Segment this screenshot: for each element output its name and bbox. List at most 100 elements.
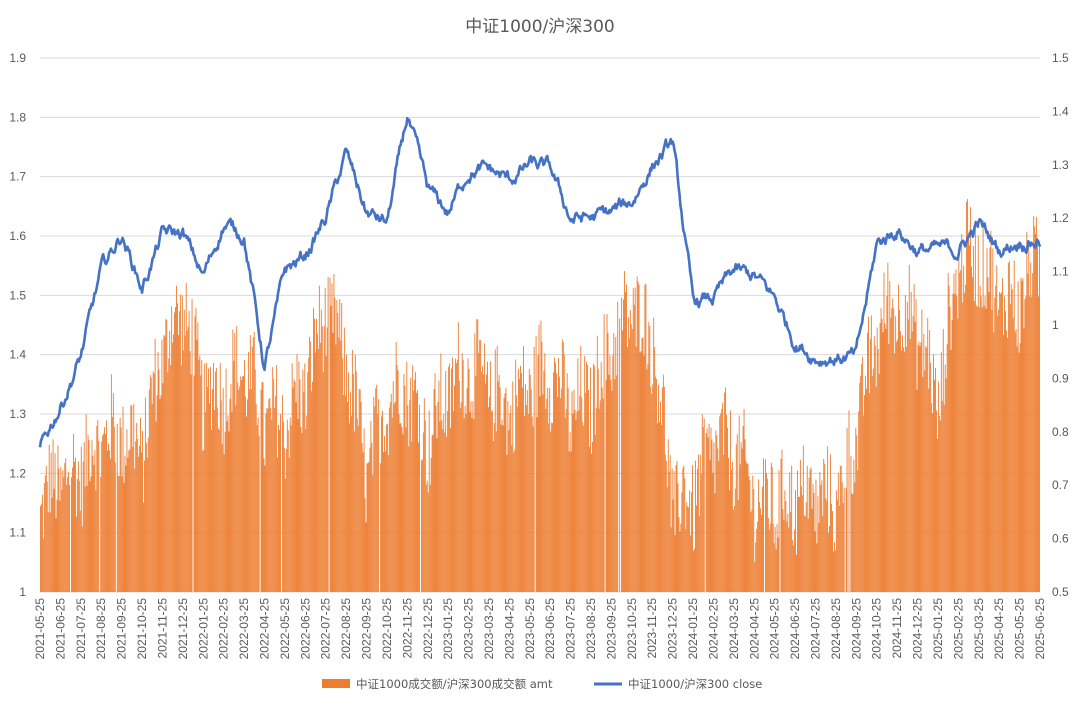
amt-bar	[438, 380, 440, 592]
amt-bar	[804, 516, 806, 592]
amt-bar	[602, 398, 604, 592]
amt-bar	[737, 500, 739, 592]
amt-bar	[201, 360, 203, 592]
amt-bar	[71, 477, 72, 592]
amt-bar	[78, 480, 80, 592]
x-tick-label: 2023-09-25	[604, 598, 618, 660]
x-tick-label: 2025-04-25	[992, 598, 1006, 660]
amt-bar	[501, 419, 503, 592]
amt-bar	[250, 388, 252, 592]
amt-bar	[56, 499, 58, 592]
amt-bar	[744, 439, 746, 592]
amt-bar	[924, 370, 926, 592]
amt-bar	[658, 384, 659, 592]
amt-bar	[466, 388, 468, 592]
amt-bar	[932, 413, 934, 592]
amt-bar	[113, 426, 115, 592]
amt-bar	[845, 487, 847, 592]
amt-bar	[625, 292, 626, 592]
amt-bar	[458, 380, 460, 592]
amt-bar	[616, 375, 618, 592]
amt-bar	[866, 388, 867, 592]
amt-bar	[91, 440, 93, 592]
amt-bar	[758, 479, 760, 592]
amt-bar	[247, 351, 249, 592]
amt-bar	[971, 266, 972, 592]
amt-bar	[476, 319, 478, 592]
amt-bar	[72, 467, 73, 592]
amt-bar	[326, 327, 328, 592]
amt-bar	[477, 319, 479, 592]
amt-bar	[564, 417, 566, 592]
amt-bar	[486, 374, 487, 592]
amt-bar	[77, 461, 79, 592]
amt-bar	[540, 320, 542, 592]
amt-bar	[277, 457, 279, 592]
amt-bar	[749, 480, 751, 592]
amt-bar	[84, 486, 86, 592]
amt-bar	[248, 389, 250, 592]
amt-bar	[236, 326, 238, 592]
amt-bar	[49, 512, 51, 592]
amt-bar	[850, 456, 852, 592]
amt-bar	[414, 379, 416, 592]
x-tick-label: 2024-09-25	[849, 598, 863, 660]
amt-bar	[245, 396, 246, 592]
amt-bar	[910, 291, 912, 592]
amt-bar	[161, 339, 163, 592]
amt-bar	[815, 479, 817, 592]
amt-bar	[885, 328, 887, 592]
amt-bar	[172, 342, 174, 592]
right-tick-label: 1	[1052, 318, 1059, 332]
amt-bar	[325, 356, 327, 592]
amt-bar	[1016, 346, 1018, 592]
amt-bar	[941, 401, 943, 592]
amt-bar	[360, 401, 362, 592]
amt-bar	[366, 463, 368, 592]
amt-bar	[1036, 217, 1038, 592]
amt-bar	[230, 383, 232, 592]
amt-bar	[1003, 335, 1004, 592]
amt-bar	[546, 398, 548, 592]
amt-bar	[351, 349, 353, 592]
amt-bar	[799, 459, 801, 592]
amt-bar	[911, 331, 913, 592]
amt-bar	[123, 482, 125, 592]
amt-bar	[194, 316, 196, 592]
amt-bar	[126, 429, 128, 592]
amt-bar	[587, 364, 589, 592]
amt-bar	[562, 342, 564, 592]
amt-bar	[428, 410, 430, 592]
amt-bar	[716, 435, 718, 592]
amt-bar	[814, 531, 816, 592]
amt-bar	[607, 333, 609, 592]
amt-bar	[235, 405, 237, 592]
amt-bar	[798, 496, 800, 592]
amt-bar	[909, 339, 911, 592]
left-tick-label: 1.7	[9, 170, 26, 184]
amt-bar	[838, 505, 840, 592]
amt-bar	[922, 376, 924, 592]
amt-bar	[1013, 260, 1015, 592]
amt-bar	[180, 365, 182, 592]
x-tick-label: 2022-05-25	[278, 598, 292, 660]
amt-bar	[835, 490, 837, 592]
amt-bar	[283, 447, 285, 592]
amt-bar	[498, 374, 500, 592]
amt-bar	[624, 271, 625, 592]
amt-bar	[864, 395, 865, 592]
amt-bar	[973, 300, 975, 592]
amt-bar	[965, 284, 967, 592]
amt-bar	[827, 446, 829, 592]
amt-bar	[978, 306, 980, 592]
amt-bar	[1014, 331, 1016, 592]
amt-bar	[530, 389, 532, 592]
amt-bar	[455, 363, 457, 592]
amt-bar	[689, 490, 691, 592]
amt-bar	[213, 410, 215, 592]
amt-bar	[884, 323, 886, 592]
amt-bar	[264, 465, 266, 592]
amt-bar	[996, 265, 998, 592]
amt-bar	[729, 489, 730, 592]
amt-bar	[1023, 328, 1025, 592]
